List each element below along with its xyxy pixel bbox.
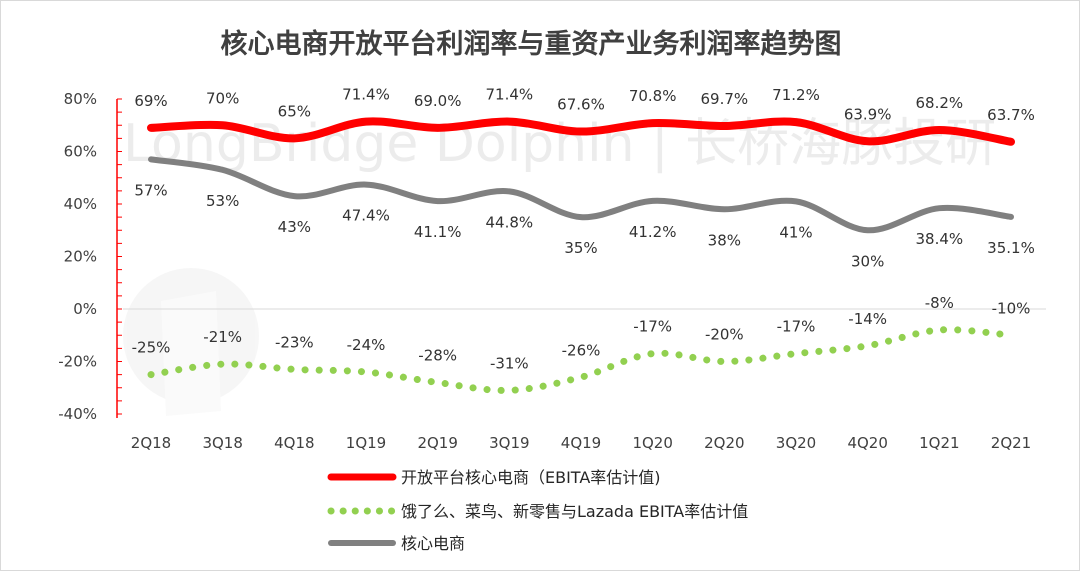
new-business-series-line	[147, 326, 1015, 394]
open-platform-series-data-label: 69.0%	[414, 92, 462, 110]
y-tick-label: 20%	[64, 248, 97, 266]
y-axis: 80% 60% 40% 20% 0% -20% -40%	[58, 90, 122, 423]
x-tick-label: 4Q18	[274, 434, 314, 452]
legend-item-open-platform: 开放平台核心电商（EBITA率估计值)	[327, 468, 661, 487]
x-tick-label: 1Q20	[632, 434, 672, 452]
core-ecommerce-series-data-label: 41.1%	[414, 223, 462, 241]
core-ecommerce-series-data-label: 35.1%	[987, 239, 1035, 257]
open-platform-series-data-label: 70%	[206, 89, 239, 107]
x-tick-label: 2Q18	[131, 434, 171, 452]
y-tick-label: 40%	[64, 195, 97, 213]
open-platform-series-data-label: 70.8%	[629, 87, 677, 105]
core-ecommerce-series-data-label: 30%	[851, 252, 884, 270]
new-business-series-data-label: -17%	[633, 318, 672, 336]
open-platform-series-data-label: 65%	[278, 102, 311, 120]
legend-label: 开放平台核心电商（EBITA率估计值)	[401, 468, 661, 487]
open-platform-series-data-label: 68.2%	[916, 94, 964, 112]
watermark-logo	[123, 268, 259, 416]
open-platform-series-data-label: 67.6%	[557, 96, 605, 114]
x-tick-label: 3Q19	[489, 434, 529, 452]
core-ecommerce-series-data-label: 53%	[206, 192, 239, 210]
new-business-series-data-label: -14%	[848, 310, 887, 328]
y-tick-label: -40%	[58, 405, 97, 423]
core-ecommerce-series-data-label: 41%	[779, 223, 812, 241]
legend-item-new-business: 饿了么、菜鸟、新零售与Lazada EBITA率估计值	[327, 502, 748, 521]
open-platform-series-data-label: 71.2%	[772, 86, 820, 104]
open-platform-series-line	[147, 117, 1015, 146]
core-ecommerce-series-data-label: 57%	[134, 181, 167, 199]
new-business-series-data-label: -28%	[418, 347, 457, 365]
x-tick-label: 2Q19	[417, 434, 457, 452]
open-platform-series-data-label: 69%	[134, 92, 167, 110]
open-platform-series-data-label: 63.7%	[987, 106, 1035, 124]
new-business-series-data-label: -31%	[490, 354, 529, 372]
y-tick-label: 60%	[64, 143, 97, 161]
new-business-series-data-label: -24%	[347, 336, 386, 354]
core-ecommerce-series-data-label: 44.8%	[486, 213, 534, 231]
core-ecommerce-series-data-label: 47.4%	[342, 207, 390, 225]
y-tick-label: -20%	[58, 353, 97, 371]
x-tick-label: 4Q20	[847, 434, 887, 452]
new-business-series-data-label: -23%	[275, 333, 314, 351]
new-business-series-data-label: -26%	[562, 341, 601, 359]
new-business-series-data-label: -25%	[132, 339, 171, 357]
x-axis: 2Q18 3Q18 4Q18 1Q19 2Q19 3Q19 4Q19 1Q20 2Q20 3Q20…	[131, 434, 1031, 452]
x-tick-label: 3Q20	[776, 434, 816, 452]
x-tick-label: 1Q21	[919, 434, 959, 452]
core-ecommerce-series-data-label: 38.4%	[916, 230, 964, 248]
open-platform-series-data-label: 63.9%	[844, 105, 892, 123]
new-business-series-data-label: -8%	[925, 294, 954, 312]
legend-label: 饿了么、菜鸟、新零售与Lazada EBITA率估计值	[401, 502, 748, 521]
new-business-series-data-label: -10%	[992, 299, 1031, 317]
core-ecommerce-series-data-label: 35%	[564, 239, 597, 257]
new-business-series-data-label: -20%	[705, 326, 744, 344]
chart-title: 核心电商开放平台利润率与重资产业务利润率趋势图	[221, 28, 842, 60]
core-ecommerce-series-data-label: 41.2%	[629, 223, 677, 241]
x-tick-label: 2Q21	[991, 434, 1031, 452]
watermark-text: LongBridge Dolphin | 长桥海豚投研	[123, 114, 997, 174]
x-tick-label: 3Q18	[202, 434, 242, 452]
x-tick-label: 2Q20	[704, 434, 744, 452]
core-ecommerce-series-data-label: 38%	[708, 231, 741, 249]
y-tick-label: 0%	[73, 300, 97, 318]
core-ecommerce-series-line	[148, 156, 1014, 234]
new-business-series-data-label: -21%	[203, 328, 242, 346]
open-platform-series-data-label: 71.4%	[342, 86, 390, 104]
x-tick-label: 1Q19	[346, 434, 386, 452]
y-tick-label: 80%	[64, 90, 97, 108]
series-layer	[147, 117, 1015, 394]
x-tick-label: 4Q19	[561, 434, 601, 452]
new-business-series-data-label: -17%	[777, 318, 816, 336]
legend-label: 核心电商	[401, 534, 465, 553]
legend-item-core-ecommerce: 核心电商	[328, 534, 465, 553]
open-platform-series-data-label: 71.4%	[486, 86, 534, 104]
data-labels-layer: 69% 70% 65% 71.4% 69.0% 71.4% 67.6% 70.8% 69.7% 7…	[132, 86, 1035, 373]
open-platform-series-data-label: 69.7%	[701, 90, 749, 108]
core-ecommerce-series-data-label: 43%	[278, 218, 311, 236]
legend: 开放平台核心电商（EBITA率估计值) 饿了么、菜鸟、新零售与Lazada EBI…	[327, 468, 748, 553]
